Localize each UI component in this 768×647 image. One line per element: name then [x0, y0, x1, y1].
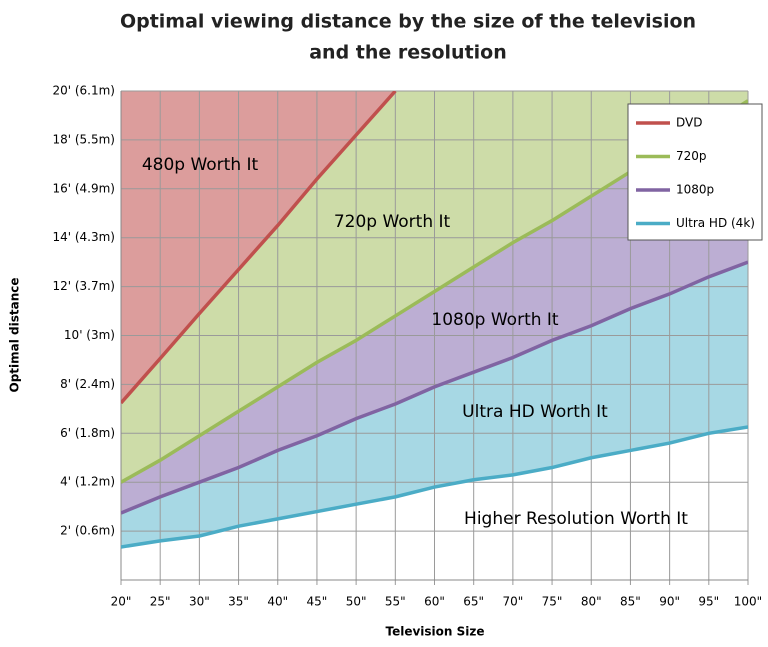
region-label: 720p Worth It [334, 212, 451, 232]
x-tick-label: 45" [307, 595, 328, 609]
y-tick-label: 12' (3.7m) [52, 279, 115, 293]
series-line [121, 91, 397, 405]
y-tick-label: 16' (4.9m) [52, 181, 115, 195]
legend-label: 720p [676, 149, 707, 163]
x-tick-label: 95" [698, 595, 719, 609]
series-line [121, 260, 748, 515]
y-tick-label: 8' (2.4m) [60, 377, 115, 391]
y-axis-title: Optimal distance [8, 277, 22, 392]
legend-box [627, 103, 763, 241]
x-tick-label: 25" [150, 595, 171, 609]
x-tick-label: 100" [734, 595, 762, 609]
labels: 2' (0.6m) 4' (1.2m) 6' (1.8m) 8' (2.4m) 10' … [52, 84, 762, 609]
y-tick-label: 4' (1.2m) [60, 475, 115, 489]
x-tick-label: 50" [346, 595, 367, 609]
x-tick-label: 55" [385, 595, 406, 609]
x-tick-label: 40" [267, 595, 288, 609]
region-label: Ultra HD Worth It [462, 402, 608, 422]
chart-subtitle: and the resolution [309, 42, 507, 64]
x-tick-label: 90" [659, 595, 680, 609]
y-tick-label: 20' (6.1m) [52, 84, 115, 98]
x-tick-label: 70" [502, 595, 523, 609]
x-tick-label: 75" [542, 595, 563, 609]
legend-label: Ultra HD (4k) [676, 216, 755, 230]
legend-label: 1080p [676, 183, 714, 197]
x-tick-label: 85" [620, 595, 641, 609]
series-line [121, 425, 748, 549]
x-tick-label: 30" [189, 595, 210, 609]
legend-label: DVD [676, 116, 702, 130]
y-tick-label: 6' (1.8m) [60, 426, 115, 440]
x-axis-title: Television Size [385, 625, 484, 639]
chart-title: Optimal viewing distance by the size of … [120, 11, 696, 33]
y-tick-label: 10' (3m) [64, 328, 115, 342]
y-tick-label: 14' (4.3m) [52, 230, 115, 244]
y-tick-label: 2' (0.6m) [60, 524, 115, 538]
y-tick-label: 18' (5.5m) [52, 132, 115, 146]
grid [120, 90, 749, 585]
x-tick-label: 80" [581, 595, 602, 609]
x-tick-label: 20" [111, 595, 132, 609]
x-tick-label: 60" [424, 595, 445, 609]
region-label: 1080p Worth It [431, 310, 559, 330]
region-label: 480p Worth It [142, 155, 259, 175]
x-tick-label: 65" [463, 595, 484, 609]
x-tick-label: 35" [228, 595, 249, 609]
region-label: Higher Resolution Worth It [464, 509, 688, 529]
legend: DVD 720p 1080p Ultra HD (4k) [627, 103, 763, 241]
